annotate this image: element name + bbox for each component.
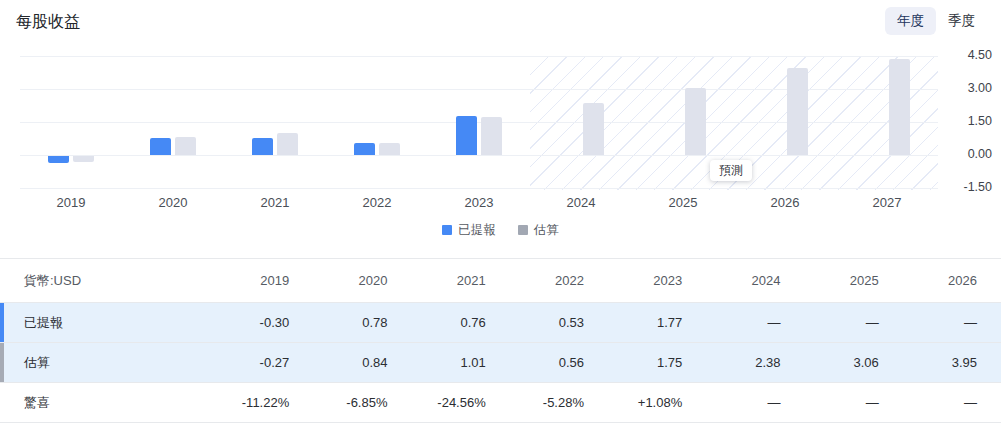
bar-reported-2020[interactable]	[150, 138, 171, 155]
annual-toggle-button[interactable]: 年度	[885, 7, 936, 35]
table-cell: —	[903, 303, 1001, 343]
year-column-header: 2023	[608, 259, 706, 303]
row-color-indicator	[0, 303, 4, 342]
table-cell: 0.53	[510, 303, 608, 343]
table-cell: +1.08%	[608, 383, 706, 423]
x-axis-tick-label: 2025	[632, 195, 734, 211]
legend-item-reported[interactable]: 已提報	[442, 222, 496, 239]
table-cell: -11.22%	[215, 383, 313, 423]
bar-estimate-2019[interactable]	[73, 156, 94, 162]
table-cell: 2.38	[706, 343, 804, 383]
table-cell: 3.95	[903, 343, 1001, 383]
quarterly-toggle-button[interactable]: 季度	[936, 7, 987, 35]
year-column-header: 2026	[903, 259, 1001, 303]
table-cell: -24.56%	[412, 383, 510, 423]
gridline	[20, 155, 938, 156]
year-column-header: 2024	[706, 259, 804, 303]
year-column-header: 2021	[412, 259, 510, 303]
row-color-indicator	[0, 343, 4, 382]
chart-legend: 已提報 估算	[0, 221, 1001, 239]
table-header-row: 貨幣:USD 20192020202120222023202420252026	[0, 259, 1001, 303]
y-axis-tick-label: 0.00	[944, 147, 992, 161]
legend-swatch	[442, 225, 452, 235]
bar-estimate-2024[interactable]	[583, 103, 604, 155]
currency-label: 貨幣:USD	[0, 259, 215, 303]
x-axis-tick-label: 2023	[428, 195, 530, 211]
bar-estimate-2022[interactable]	[379, 143, 400, 155]
table-row: 驚喜-11.22%-6.85%-24.56%-5.28%+1.08%———	[0, 383, 1001, 423]
gridline	[20, 56, 938, 57]
bar-estimate-2021[interactable]	[277, 133, 298, 155]
chart-plot-area: 預測	[20, 56, 938, 190]
forecast-badge: 預測	[710, 160, 752, 181]
table-cell: 0.84	[313, 343, 411, 383]
chart-header: 每股收益 年度季度	[0, 0, 1001, 44]
year-column-header: 2020	[313, 259, 411, 303]
table-row: 估算-0.270.841.010.561.752.383.063.95	[0, 343, 1001, 383]
x-axis-tick-label: 2027	[836, 195, 938, 211]
table-cell: -0.30	[215, 303, 313, 343]
table-cell: 1.75	[608, 343, 706, 383]
table-row: 已提報-0.300.780.760.531.77———	[0, 303, 1001, 343]
x-axis-tick-label: 2021	[224, 195, 326, 211]
table-cell: —	[903, 383, 1001, 423]
table-cell: —	[706, 303, 804, 343]
row-label: 估算	[0, 343, 215, 383]
table-cell: -0.27	[215, 343, 313, 383]
bar-estimate-2026[interactable]	[787, 68, 808, 155]
x-axis-tick-label: 2020	[122, 195, 224, 211]
table-body: 已提報-0.300.780.760.531.77———估算-0.270.841.…	[0, 303, 1001, 423]
eps-data-table: 貨幣:USD 20192020202120222023202420252026 …	[0, 258, 1001, 423]
table-cell: 1.77	[608, 303, 706, 343]
y-axis-tick-label: -1.50	[944, 180, 992, 194]
bar-reported-2021[interactable]	[252, 138, 273, 155]
y-axis-tick-label: 4.50	[944, 48, 992, 62]
year-column-header: 2025	[805, 259, 903, 303]
y-axis-tick-label: 1.50	[944, 114, 992, 128]
page-title: 每股收益	[16, 12, 985, 33]
table-cell: —	[706, 383, 804, 423]
bar-reported-2022[interactable]	[354, 143, 375, 155]
bar-estimate-2027[interactable]	[889, 59, 910, 155]
legend-item-estimate[interactable]: 估算	[518, 222, 559, 239]
table-cell: 0.76	[412, 303, 510, 343]
eps-bar-chart: 預測 4.503.001.500.00-1.502019202020212022…	[0, 56, 1001, 211]
bar-estimate-2025[interactable]	[685, 88, 706, 155]
table-cell: 0.56	[510, 343, 608, 383]
table-cell: 3.06	[805, 343, 903, 383]
row-label: 驚喜	[0, 383, 215, 423]
table-cell: -6.85%	[313, 383, 411, 423]
legend-label: 已提報	[458, 222, 496, 239]
table-cell: -5.28%	[510, 383, 608, 423]
bar-estimate-2020[interactable]	[175, 137, 196, 155]
table-cell: —	[805, 303, 903, 343]
gridline	[20, 188, 938, 189]
table-cell: 0.78	[313, 303, 411, 343]
bar-estimate-2023[interactable]	[481, 117, 502, 156]
bar-reported-2023[interactable]	[456, 116, 477, 155]
legend-label: 估算	[534, 222, 559, 239]
x-axis-tick-label: 2026	[734, 195, 836, 211]
bar-reported-2019[interactable]	[48, 156, 69, 163]
y-axis-tick-label: 3.00	[944, 81, 992, 95]
period-toggle-group: 年度季度	[885, 7, 987, 35]
table-cell: —	[805, 383, 903, 423]
year-column-header: 2022	[510, 259, 608, 303]
x-axis-tick-label: 2022	[326, 195, 428, 211]
row-label: 已提報	[0, 303, 215, 343]
x-axis-tick-label: 2019	[20, 195, 122, 211]
x-axis-tick-label: 2024	[530, 195, 632, 211]
table-cell: 1.01	[412, 343, 510, 383]
year-column-header: 2019	[215, 259, 313, 303]
legend-swatch	[518, 225, 528, 235]
